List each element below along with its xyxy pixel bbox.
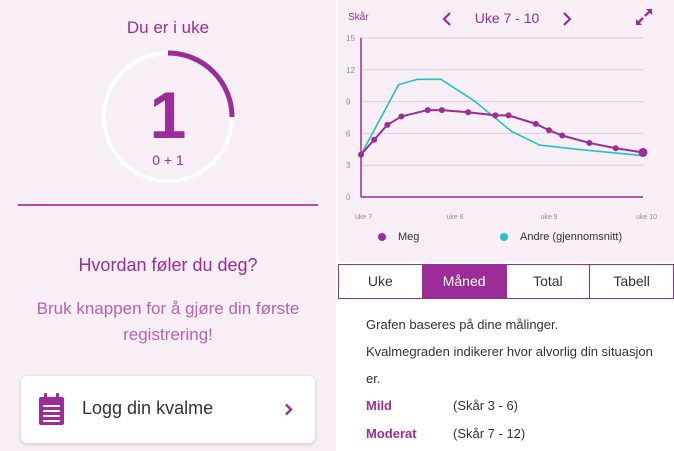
chart-panel: 0 3 6 9 12 15 uke 7 uke 8 uke 9 uke 10 Skår Uke 7…: [338, 0, 674, 451]
y-tick-label: 3: [346, 161, 351, 170]
data-point: [586, 139, 593, 146]
previous-period-button[interactable]: [441, 11, 453, 27]
week-title: Du er i uke: [126, 18, 210, 37]
data-point: [638, 147, 648, 157]
log-nausea-button[interactable]: Logg din kvalme: [21, 376, 315, 443]
data-point: [424, 107, 431, 114]
data-point: [465, 109, 472, 116]
x-tick-label: uke 8: [446, 214, 463, 221]
y-tick-label: 0: [346, 193, 351, 202]
y-tick-label: 12: [346, 66, 355, 75]
data-point: [546, 127, 552, 134]
data-point: [384, 121, 391, 128]
legend-andre: Andre (gjennomsnitt): [500, 231, 622, 243]
legend-meg-label: Meg: [398, 231, 420, 243]
next-period-button[interactable]: [561, 11, 573, 27]
data-point: [505, 112, 512, 119]
data-point: [559, 132, 566, 139]
chevron-left-icon: [442, 12, 451, 26]
calendar-icon: [39, 393, 64, 425]
expand-icon[interactable]: [634, 7, 654, 27]
x-tick-label: uke 9: [540, 214, 557, 221]
tab-uke[interactable]: Uke: [339, 265, 423, 298]
tab-total[interactable]: Total: [507, 265, 591, 298]
divider: [18, 204, 318, 206]
week-progress-ring: [102, 50, 235, 183]
legend-andre-label: Andre (gjennomsnitt): [520, 231, 623, 243]
data-point: [612, 145, 619, 152]
severity-name: Mild: [366, 398, 392, 413]
week-progress-arc: [167, 50, 235, 118]
x-tick-label: uke 7: [355, 214, 372, 221]
info-line-1: Grafen baseres på dine målinger.: [366, 317, 559, 332]
severity-range: (Skår 7 - 12): [453, 426, 526, 441]
period-range-label: Uke 7 - 10: [474, 10, 540, 26]
chart-area: 0 3 6 9 12 15 uke 7 uke 8 uke 9 uke 10 Skår Uke 7…: [338, 0, 674, 262]
week-panel: Du er i uke 1 0 + 1 Hvordan føler du deg…: [0, 0, 336, 451]
chevron-right-icon: [563, 12, 572, 26]
y-tick-label: 15: [346, 34, 355, 43]
legend-meg-dot: [378, 233, 386, 242]
week-days: 0 + 1: [152, 152, 184, 168]
data-point: [492, 112, 499, 119]
legend-andre-dot: [500, 233, 508, 242]
data-point: [438, 107, 445, 114]
feel-hint: Bruk knappen for å gjøre din første regi…: [36, 299, 300, 344]
chart-info: Grafen baseres på dine målinger. Kvalmeg…: [366, 311, 666, 392]
severity-name: Moderat: [366, 426, 417, 441]
data-point: [371, 136, 378, 143]
severity-range: (Skår 3 - 6): [453, 398, 519, 413]
y-tick-label: 6: [346, 129, 351, 138]
legend-meg: Meg: [378, 231, 419, 243]
y-tick-label: 9: [346, 98, 351, 107]
period-tabs: Uke Måned Total Tabell: [338, 264, 674, 299]
nausea-chart: 0 3 6 9 12 15 uke 7 uke 8 uke 9 uke 10: [346, 34, 657, 221]
chevron-right-icon: [285, 403, 293, 416]
week-number: 1: [149, 78, 187, 152]
tab-maned[interactable]: Måned: [422, 265, 507, 298]
series-line-andre: [360, 78, 644, 157]
feel-question: Hvordan føler du deg?: [78, 255, 258, 275]
data-point: [532, 120, 539, 127]
data-point: [358, 151, 364, 158]
log-nausea-label: Logg din kvalme: [82, 398, 214, 418]
tab-tabell[interactable]: Tabell: [613, 273, 650, 289]
y-axis-title: Skår: [348, 12, 369, 23]
x-tick-label: uke 10: [636, 214, 657, 221]
data-point: [398, 113, 405, 120]
info-line-2: Kvalmegraden indikerer hvor alvorlig din…: [366, 344, 653, 386]
